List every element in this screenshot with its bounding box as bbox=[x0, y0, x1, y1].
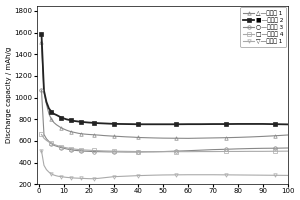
Y-axis label: Discharge capacity / mAh/g: Discharge capacity / mAh/g bbox=[6, 47, 12, 143]
Legend: △—实施列 1, ■—实施列 2, ○—实施列 3, □—实施列 4, ▽—对比列 1: △—实施列 1, ■—实施列 2, ○—实施列 3, □—实施列 4, ▽—对比… bbox=[240, 7, 286, 47]
